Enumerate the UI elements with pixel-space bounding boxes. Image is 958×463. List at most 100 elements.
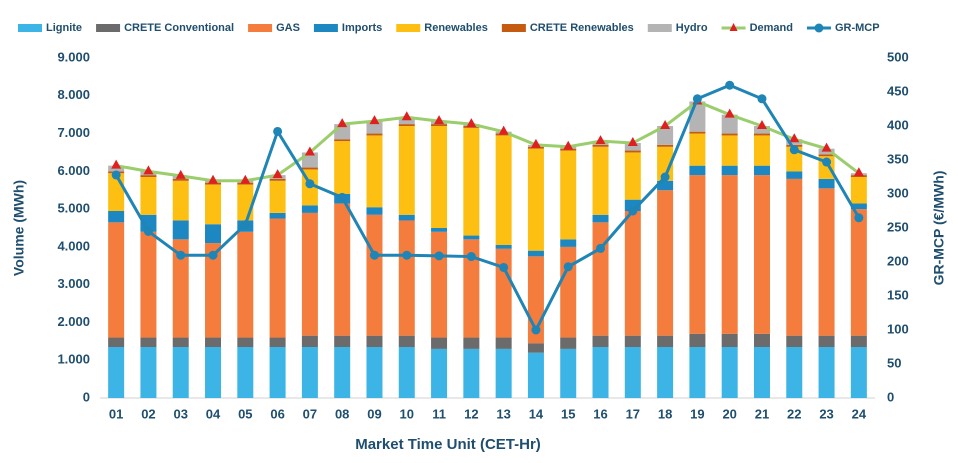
legend-label: Lignite [46,22,82,34]
marker [240,174,251,184]
bar-segment [624,150,641,153]
bar-segment [560,246,577,338]
bar-segment [592,146,609,215]
marker [402,250,412,260]
y-tick-label: 4.000 [57,238,90,253]
bar-segment [366,121,383,134]
bar-segment [689,347,706,398]
x-tick-label: 05 [238,406,252,421]
bar-segment [657,126,674,145]
bar-segment [431,126,448,228]
bar-segment [818,178,835,189]
bar-segment [334,139,351,142]
bar-segment [140,347,157,398]
bar-segment [624,335,641,347]
bar-segment [205,224,222,244]
x-tick-label: 14 [529,406,544,421]
bar-segment [172,220,189,240]
x-tick-label: 15 [561,406,575,421]
marker [628,206,638,216]
y-tick-label: 7.000 [57,125,90,140]
x-tick-label: 20 [722,406,736,421]
marker [822,157,832,167]
x-tick-label: 04 [206,406,221,421]
bar-segment [624,347,641,398]
bar-segment [560,239,577,247]
marker [143,165,154,175]
bar-segment [592,222,609,336]
bar-segment [818,347,835,398]
bar-segment [624,211,641,336]
bar-segment [108,337,125,347]
bar-segment [269,180,286,213]
bar-segment [560,150,577,240]
y-tick-label: 5.000 [57,201,90,216]
marker [595,135,606,145]
legend-swatch [18,24,42,32]
bar-segment [269,178,286,181]
bar-segment [398,347,415,398]
marker [499,262,509,272]
marker [304,146,315,156]
bar-segment [689,131,706,134]
x-tick-label: 08 [335,406,349,421]
bar-segment [850,347,867,398]
y2-tick-label: 150 [887,287,909,302]
marker [854,213,864,223]
bar-segment [527,148,544,251]
marker [757,94,767,104]
bar-segment [431,228,448,232]
bar-segment [463,239,480,338]
legend-label: Imports [342,22,382,34]
bar-segment [172,178,189,181]
bar-segment [753,165,770,176]
bar-segment [721,114,738,134]
marker [337,118,348,128]
legend-swatch [396,24,421,32]
legend-swatch [248,24,273,32]
x-tick-label: 17 [626,406,640,421]
y-tick-label: 8.000 [57,87,90,102]
y-tick-label: 9.000 [57,49,90,64]
bar-segment [366,133,383,136]
x-tick-label: 12 [464,406,478,421]
bar-segment [689,175,706,334]
marker [756,120,767,129]
bar-segment [689,165,706,176]
bar-segment [850,209,867,336]
marker [273,126,283,136]
bar-segment [624,143,641,151]
bar-segment [463,348,480,398]
bar-segment [818,335,835,347]
bar-segment [721,333,738,347]
marker [337,192,347,202]
bar-segment [366,335,383,347]
marker [143,226,153,236]
marker [176,250,186,260]
marker [498,125,509,135]
marker [208,174,219,184]
marker [725,80,735,90]
x-tick-label: 22 [787,406,801,421]
y2-tick-label: 0 [887,389,894,404]
bar-segment [140,177,157,215]
marker [401,111,412,121]
bar-segment [301,205,318,213]
bar-segment [657,190,674,336]
legend-label: Renewables [424,22,488,34]
bar-segment [657,335,674,347]
y2-tick-label: 500 [887,49,909,64]
bar-segment [689,333,706,347]
bar-segment [657,146,674,181]
bar-segment [753,126,770,134]
bar-segment [592,214,609,223]
y2-tick-label: 300 [887,185,909,200]
marker [466,118,477,128]
bar-segment [495,245,512,249]
y2-tick-label: 400 [887,117,909,132]
bar-segment [463,235,480,240]
bar-segment [786,335,803,347]
x-axis-title: Market Time Unit (CET-Hr) [355,436,541,453]
bar-segment [301,347,318,398]
